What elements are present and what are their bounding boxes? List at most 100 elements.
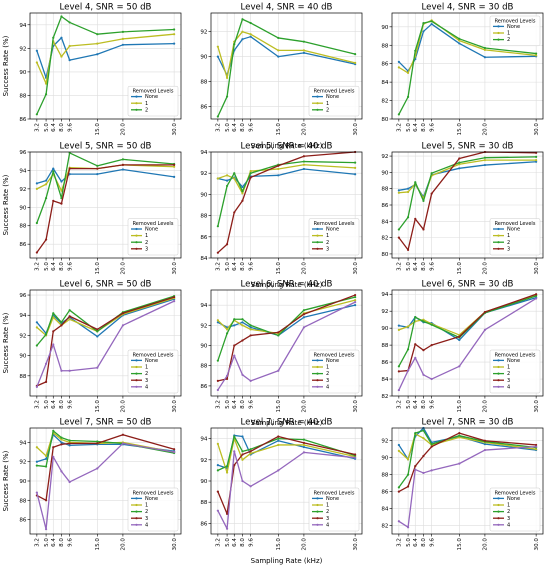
legend-marker (135, 234, 138, 237)
data-point (44, 183, 48, 186)
data-point (277, 334, 280, 337)
data-point (173, 175, 176, 178)
data-point (216, 177, 219, 180)
data-point (535, 155, 538, 158)
y-tick-label: 84 (200, 256, 208, 262)
legend-title: Removed Levels (495, 353, 536, 359)
x-tick-label: 15.0 (95, 123, 101, 136)
x-tick-label: 5.0 (44, 123, 50, 132)
data-point (422, 30, 425, 33)
data-point (121, 433, 125, 436)
x-tick-label: 20.0 (483, 538, 489, 551)
x-tick-label: 6.4 (232, 123, 238, 132)
legend-label: 2 (145, 509, 148, 515)
data-point (44, 93, 48, 96)
subplot-12: 82 84 86 88 90 92 3.2 5.0 6.4 8.0 9.6 15.0 20.0 30.0 L… (381, 418, 544, 551)
data-point (302, 438, 306, 441)
data-point (397, 236, 400, 239)
data-point (216, 469, 219, 472)
data-point (302, 163, 306, 166)
data-point (354, 301, 357, 304)
data-point (60, 36, 63, 39)
x-tick-label: 15.0 (95, 538, 101, 551)
data-point (422, 228, 425, 231)
x-tick-label: 9.6 (248, 400, 254, 409)
data-point (173, 295, 176, 299)
y-tick-label: 84 (381, 80, 389, 86)
data-point (68, 315, 71, 318)
y-tick-label: 92 (200, 30, 207, 36)
data-point (483, 163, 487, 167)
data-point (52, 312, 55, 315)
legend-marker (135, 365, 138, 369)
data-point (249, 169, 252, 173)
legend-marker (135, 108, 138, 111)
data-point (249, 328, 252, 331)
y-tick-label: 90 (19, 70, 27, 76)
y-tick-label: 92 (19, 187, 26, 193)
x-tick-label: 5.0 (406, 400, 412, 409)
subplot-5: 84 86 88 90 92 94 3.2 5.0 6.4 8.0 9.6 15.0 20.0 30.0 L… (200, 142, 363, 274)
data-point (430, 22, 433, 26)
data-point (35, 464, 38, 467)
x-tick-label: 8.0 (59, 400, 65, 409)
x-tick-label: 9.6 (67, 123, 73, 132)
y-tick-label: 94 (19, 168, 27, 174)
y-tick-label: 84 (381, 507, 389, 513)
data-point (68, 21, 71, 24)
data-point (414, 343, 417, 346)
data-point (68, 167, 71, 170)
data-point (397, 60, 400, 63)
data-point (302, 451, 306, 454)
y-tick-label: 86 (19, 117, 27, 123)
data-point (535, 159, 538, 162)
data-point (35, 61, 38, 64)
data-point (216, 490, 219, 493)
data-point (535, 293, 538, 296)
data-point (173, 42, 176, 45)
x-tick-label: 6.4 (413, 400, 419, 409)
series-line-None (36, 37, 175, 79)
y-tick-label: 90 (200, 344, 208, 350)
data-point (241, 453, 244, 456)
legend-label: 4 (326, 384, 329, 390)
y-tick-label: 88 (200, 214, 208, 220)
data-point (35, 187, 38, 190)
y-tick-label: 86 (19, 518, 27, 524)
data-point (216, 225, 219, 228)
data-point (35, 460, 38, 463)
data-point (173, 33, 176, 36)
data-point (277, 369, 280, 372)
plot-frame (29, 289, 182, 397)
data-point (406, 526, 410, 529)
y-tick-label: 90 (381, 170, 389, 176)
data-point (535, 294, 538, 298)
series-line-2 (36, 430, 175, 468)
y-tick-label: 88 (200, 364, 208, 370)
legend-marker (497, 234, 500, 237)
data-point (121, 30, 125, 33)
x-axis-label: Sampling Rate (kHz) (251, 142, 323, 150)
data-point (225, 527, 229, 530)
data-point (354, 293, 357, 297)
data-point (121, 312, 125, 315)
plot-frame (391, 427, 544, 535)
legend-label: 3 (507, 516, 510, 522)
x-tick-label: 30.0 (353, 400, 359, 413)
data-point (225, 332, 229, 335)
plot-frame (29, 12, 182, 120)
data-point (44, 362, 48, 365)
legend-label: 2 (507, 240, 510, 246)
data-point (249, 324, 252, 327)
legend-label: 2 (145, 240, 148, 246)
data-point (483, 310, 487, 314)
legend-label: 3 (145, 516, 148, 522)
series-line-4 (398, 446, 537, 528)
data-point (96, 173, 99, 176)
data-point (406, 325, 410, 328)
data-point (458, 462, 461, 465)
series-line-4 (217, 301, 356, 391)
data-point (96, 442, 99, 445)
y-tick-label: 90 (381, 326, 389, 332)
x-tick-label: 5.0 (406, 262, 412, 271)
